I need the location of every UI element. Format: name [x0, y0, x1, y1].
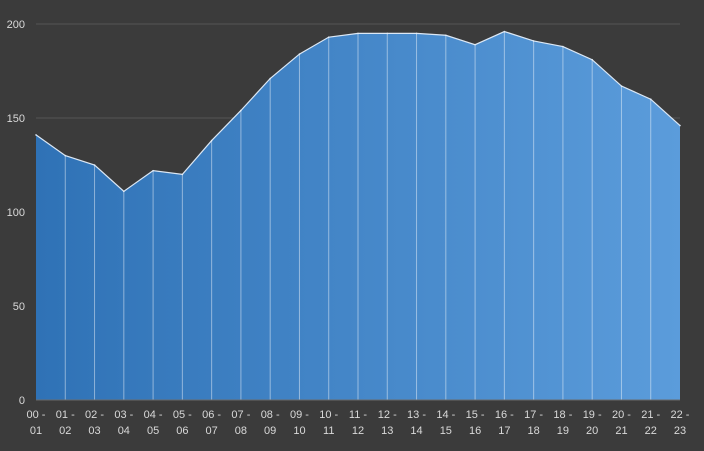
x-tick-label: 07 -08: [231, 409, 250, 437]
data-point: [474, 43, 476, 46]
x-tick-label: 17 -18: [524, 409, 543, 437]
x-tick-label: 01 -02: [56, 409, 75, 437]
data-point: [445, 34, 447, 37]
y-tick-label: 200: [7, 19, 25, 31]
x-tick-label: 00 -01: [27, 409, 46, 437]
data-point: [240, 109, 242, 112]
data-point: [152, 169, 154, 172]
data-point: [181, 173, 184, 176]
data-point: [64, 154, 67, 157]
data-point: [123, 190, 125, 193]
data-point: [591, 58, 593, 61]
x-tick-label: 10 -11: [319, 409, 338, 437]
x-axis: 00 -01 01 -02 02 -03 03 -04 04 -05 05 -06 06 -…: [27, 409, 690, 437]
x-tick-label: 16 -17: [495, 409, 514, 437]
data-point: [679, 124, 681, 127]
x-tick-label: 04 -05: [144, 409, 163, 437]
data-point: [415, 32, 418, 35]
x-tick-label: 06 -07: [202, 409, 221, 437]
data-point: [562, 45, 564, 48]
x-tick-label: 05 -06: [173, 409, 192, 437]
data-point: [327, 36, 330, 38]
data-point: [35, 134, 37, 136]
x-tick-label: 03 -04: [114, 409, 133, 437]
x-tick-label: 18 -19: [553, 409, 572, 437]
data-point: [298, 53, 301, 55]
x-tick-label: 20 -21: [612, 409, 631, 437]
x-tick-label: 13 -14: [407, 409, 426, 437]
x-tick-label: 02 -03: [85, 409, 104, 437]
category-dividers: [36, 31, 680, 401]
y-tick-label: 0: [19, 395, 25, 407]
x-tick-label: 08 -09: [261, 409, 280, 437]
x-tick-label: 15 -16: [466, 409, 485, 437]
data-point: [620, 85, 623, 87]
area-fill: [36, 31, 680, 401]
y-tick-label: 150: [7, 113, 25, 125]
x-tick-label: 14 -15: [436, 409, 455, 437]
data-point: [269, 77, 271, 80]
data-point: [386, 32, 389, 35]
x-tick-label: 11 -12: [349, 409, 367, 437]
data-point: [93, 164, 96, 166]
y-tick-label: 50: [13, 301, 25, 313]
x-tick-label: 21 -22: [641, 409, 660, 437]
data-point: [210, 139, 213, 142]
y-axis: 0 50 100 150 200: [7, 19, 25, 407]
area-series: [35, 30, 681, 401]
x-tick-label: 12 -13: [378, 409, 397, 437]
x-tick-label: 22 -23: [671, 409, 690, 437]
x-tick-label: 09 -10: [290, 409, 309, 437]
x-tick-label: 19 -20: [583, 409, 602, 437]
data-point: [649, 98, 652, 100]
data-point: [357, 32, 359, 35]
data-point: [503, 30, 506, 33]
y-tick-label: 100: [7, 207, 25, 219]
data-point: [532, 40, 535, 42]
